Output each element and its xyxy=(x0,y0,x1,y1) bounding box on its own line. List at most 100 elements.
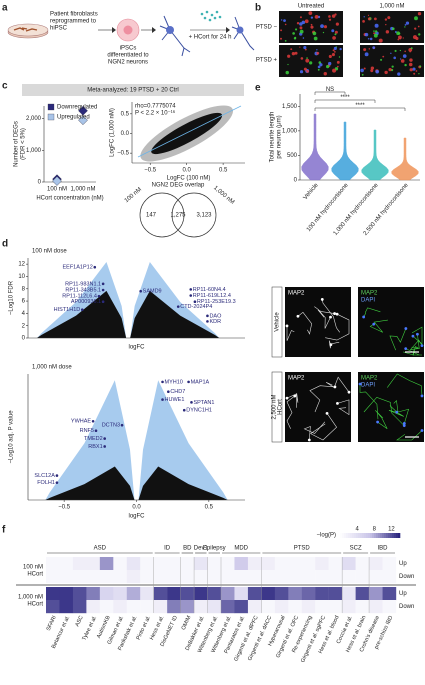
heatmap-cell xyxy=(86,600,101,614)
x-tick-label: 0.5 xyxy=(205,505,214,511)
cell-stain xyxy=(374,23,379,28)
y-tick-label: 6 xyxy=(22,299,26,305)
cell-stain xyxy=(370,66,375,70)
panel-label: d xyxy=(2,239,8,250)
gene-point xyxy=(161,380,164,384)
y-axis-label: (FDR < 5%) xyxy=(21,128,27,160)
heatmap-cell xyxy=(126,600,141,614)
group-label: Epilepsy xyxy=(203,546,226,552)
y-axis-label: Number of DEGs xyxy=(14,121,20,167)
gene-label: RP11-343B5.1 xyxy=(65,287,101,293)
cell-stain xyxy=(419,65,422,68)
colorbar-segment xyxy=(348,533,351,538)
cell-stain xyxy=(309,61,313,65)
neurite xyxy=(321,299,340,333)
neurite xyxy=(309,385,335,413)
row-group-label: 100 nM xyxy=(23,565,43,571)
neuron xyxy=(159,15,191,57)
heatmap-cell xyxy=(221,600,235,614)
y-tick-label: 10 xyxy=(18,274,25,280)
soma xyxy=(285,396,289,400)
hcort-dots xyxy=(200,10,222,22)
cell-stain xyxy=(398,35,402,40)
gene-label: EEF1A1P12 xyxy=(62,265,92,271)
cell-stain xyxy=(378,38,383,43)
heatmap-cell xyxy=(261,587,276,601)
colorbar-segment xyxy=(370,533,373,538)
x-tick-label: −0.5 xyxy=(58,505,71,511)
heatmap-cell xyxy=(382,587,397,601)
soma xyxy=(402,424,406,428)
cell-stain xyxy=(404,50,406,53)
colorbar-segment xyxy=(386,533,389,538)
marker xyxy=(78,105,88,116)
cell-stain xyxy=(334,33,337,36)
heatmap-cell xyxy=(194,570,208,584)
cell-stain xyxy=(316,51,320,55)
cell-stain xyxy=(333,46,337,51)
heatmap-cell xyxy=(234,570,249,584)
y-tick-label: 2 xyxy=(22,323,26,329)
cell-stain xyxy=(336,65,339,68)
row-label: Down xyxy=(399,574,414,580)
y-tick-label: 1,500 xyxy=(282,104,298,110)
colorbar-segment xyxy=(384,533,387,538)
heatmap-cell xyxy=(315,557,329,571)
cell-stain xyxy=(367,37,370,40)
cell-stain xyxy=(306,70,309,73)
cell-stain xyxy=(413,72,416,75)
neurite xyxy=(389,328,407,351)
heatmap-cell xyxy=(167,557,181,571)
heatmap-cell xyxy=(113,587,127,601)
cell-stain xyxy=(312,31,317,36)
heatmap-cell xyxy=(207,570,222,584)
heatmap-cell xyxy=(167,587,181,601)
micrographs xyxy=(279,11,424,77)
colorbar-segment xyxy=(380,533,383,538)
soma xyxy=(333,385,337,389)
soma xyxy=(320,298,324,301)
heatmap-cell xyxy=(207,557,222,571)
row-label: HCort xyxy=(278,399,284,415)
heatmap-cell xyxy=(180,570,195,584)
cell-stain xyxy=(285,70,289,75)
cell-stain xyxy=(374,30,378,33)
column-label: OMIM xyxy=(181,615,193,631)
heatmap-cell xyxy=(221,557,235,571)
heatmap-cell xyxy=(59,557,74,571)
neurite xyxy=(286,395,295,429)
cell-stain xyxy=(336,60,340,64)
neurite xyxy=(363,307,381,318)
column-label: ASC xyxy=(75,615,85,628)
neurite xyxy=(405,348,422,356)
stain-label: MAP2 xyxy=(361,291,378,297)
y-tick-label: 500 xyxy=(287,153,298,159)
gene-point xyxy=(103,437,106,440)
heatmap-cell xyxy=(247,587,262,601)
gene-label: RNF5 xyxy=(80,428,94,434)
cell-stain xyxy=(287,63,289,66)
gene-point xyxy=(101,288,105,292)
heatmap-cell xyxy=(46,600,60,614)
gene-point xyxy=(97,294,101,298)
x-tick-label: 100 nM xyxy=(47,187,67,193)
x-tick-label: 0.5 xyxy=(219,168,228,174)
heatmap-cell xyxy=(355,587,370,601)
gene-point xyxy=(55,474,59,477)
soma xyxy=(307,438,311,442)
cell-stain xyxy=(408,62,413,67)
y-tick-label: −0.5 xyxy=(117,151,130,157)
neurite xyxy=(325,313,350,341)
gene-point xyxy=(193,300,197,303)
gene-point xyxy=(94,429,98,433)
heatmap-cell xyxy=(288,600,302,614)
point-cloud xyxy=(138,466,228,500)
cell-stain xyxy=(391,27,395,31)
dot xyxy=(218,15,222,19)
heatmap-cell xyxy=(59,587,74,601)
heatmap-cell xyxy=(369,587,383,601)
gene-label: AP000936.1 xyxy=(71,299,101,305)
heatmap-cell xyxy=(59,570,74,584)
y-axis-label: per neuron (μm) xyxy=(277,115,283,158)
stain-label: MAP2 xyxy=(361,376,378,382)
